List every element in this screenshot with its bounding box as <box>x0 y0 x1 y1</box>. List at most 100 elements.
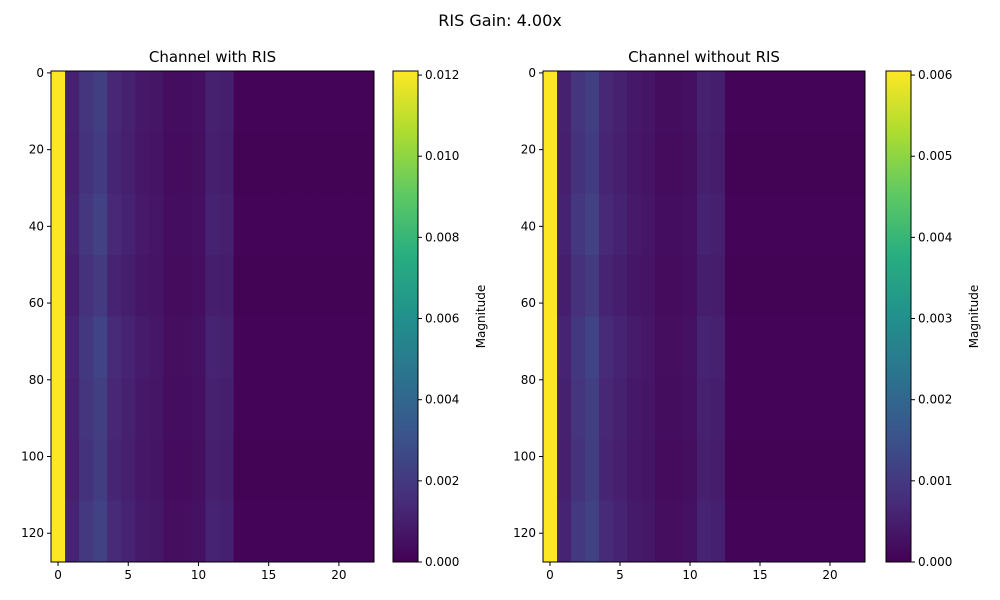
heatmap-cell <box>795 193 810 256</box>
heatmap-cell <box>233 316 249 379</box>
heatmap-cell <box>697 316 712 379</box>
heatmap-cell <box>233 193 249 256</box>
heatmap-cell <box>837 316 852 379</box>
heatmap-cell <box>359 193 375 256</box>
heatmap-cell <box>205 71 220 133</box>
heatmap-cell <box>585 193 600 256</box>
heatmap-cell <box>275 132 291 195</box>
heatmap-cell <box>289 132 305 195</box>
heatmap-cell <box>107 500 122 563</box>
colorbar-tick-label: 0.000 <box>918 555 952 569</box>
heatmap-cell <box>219 439 234 502</box>
heatmap-cell <box>289 439 305 502</box>
heatmap-cell <box>261 71 277 133</box>
heatmap-cell <box>851 439 866 502</box>
heatmap-cell <box>303 500 319 563</box>
heatmap-cell <box>121 193 136 256</box>
x-tick-label: 15 <box>261 568 276 582</box>
heatmap-cell <box>669 193 684 256</box>
heatmap-cell <box>851 193 866 256</box>
heatmap-cell <box>233 500 249 563</box>
heatmap-cell <box>571 377 586 440</box>
heatmap-cell <box>711 316 726 379</box>
heatmap-cell <box>149 193 164 256</box>
heatmap-cell <box>697 71 712 133</box>
heatmap-cell <box>93 132 108 195</box>
heatmap-cell <box>725 193 740 256</box>
heatmap-cell <box>655 255 670 317</box>
heatmap-cell <box>627 439 642 502</box>
heatmap-cell <box>107 71 122 133</box>
heatmap-cell <box>107 132 122 195</box>
heatmap-cell <box>753 316 768 379</box>
colorbar-tick-label: 0.004 <box>425 393 459 407</box>
heatmap-cell <box>219 71 234 133</box>
heatmap-cell <box>233 132 249 195</box>
heatmap-cell <box>739 255 754 317</box>
heatmap-cell <box>247 71 263 133</box>
heatmap-cell <box>65 439 80 502</box>
heatmap-cell <box>613 316 628 379</box>
heatmap-cell <box>121 439 136 502</box>
heatmap-cell <box>93 71 108 133</box>
heatmap-cell <box>275 71 291 133</box>
heatmap-cell <box>317 316 333 379</box>
heatmap-cell <box>837 132 852 195</box>
x-tick-label: 20 <box>822 568 837 582</box>
heatmap-cell <box>809 377 824 440</box>
heatmap-cell <box>65 71 80 133</box>
heatmap-cell <box>739 132 754 195</box>
heatmap-cell <box>191 439 206 502</box>
heatmap-cell <box>345 377 361 440</box>
heatmap-cell <box>261 500 277 563</box>
heatmap-cell <box>851 71 866 133</box>
heatmap-cell <box>135 132 150 195</box>
heatmap-cell <box>359 500 375 563</box>
heatmap-cell <box>289 71 305 133</box>
heatmap-cell <box>51 255 66 317</box>
heatmap-cell <box>767 377 782 440</box>
y-tick-label: 40 <box>29 219 44 233</box>
heatmap-cell <box>557 132 572 195</box>
heatmap-cell <box>781 439 796 502</box>
heatmap-cell <box>585 132 600 195</box>
colorbar-tick-label: 0.006 <box>918 68 952 82</box>
heatmap-cell <box>753 439 768 502</box>
heatmap-cell <box>711 500 726 563</box>
heatmap-cell <box>781 255 796 317</box>
heatmap-cell <box>711 132 726 195</box>
heatmap-cell <box>191 377 206 440</box>
heatmap-cell <box>823 377 838 440</box>
heatmap-cell <box>767 316 782 379</box>
heatmap-cell <box>655 439 670 502</box>
y-tick-label: 120 <box>513 526 536 540</box>
heatmap-cell <box>219 255 234 317</box>
heatmap-cell <box>79 316 94 379</box>
heatmap-cell <box>107 193 122 256</box>
heatmap-cell <box>65 255 80 317</box>
heatmap-cell <box>767 71 782 133</box>
heatmap-cell <box>613 255 628 317</box>
heatmap-cell <box>261 439 277 502</box>
heatmap-cell <box>331 377 347 440</box>
heatmap-cell <box>837 377 852 440</box>
heatmap-cell <box>107 316 122 379</box>
heatmap-cell <box>205 377 220 440</box>
colorbar-tick-label: 0.002 <box>425 474 459 488</box>
heatmap-cell <box>557 377 572 440</box>
heatmap-cell <box>795 377 810 440</box>
heatmap-cell <box>261 255 277 317</box>
heatmap-cell <box>795 439 810 502</box>
heatmap-cell <box>739 71 754 133</box>
heatmap-cell <box>149 439 164 502</box>
heatmap-cell <box>247 132 263 195</box>
heatmap-cell <box>191 71 206 133</box>
x-tick-label: 5 <box>124 568 132 582</box>
y-tick-label: 100 <box>21 450 44 464</box>
heatmap-cell <box>289 316 305 379</box>
heatmap-cell <box>191 316 206 379</box>
colorbar-tick-label: 0.001 <box>918 474 952 488</box>
x-tick-label: 20 <box>331 568 346 582</box>
heatmap-cell <box>303 316 319 379</box>
heatmap-cells <box>543 71 866 563</box>
